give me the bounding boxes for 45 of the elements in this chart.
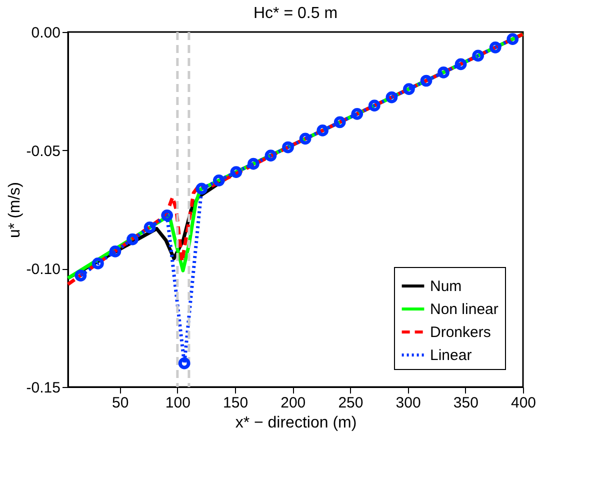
legend-label: Dronkers [430,324,491,341]
point [368,100,380,112]
point [161,209,173,222]
x-tick-label: 150 [223,394,248,412]
point [438,66,450,78]
y-tick-label: -0.05 [26,142,60,160]
point [420,74,432,87]
legend-label: Linear [430,347,472,364]
chart-title: Hc* = 0.5 m [253,5,338,22]
point [144,222,156,234]
point [282,141,294,154]
y-tick-label: 0.00 [31,24,60,42]
point [230,166,242,178]
point [489,41,502,54]
point [454,58,467,70]
point [109,245,122,258]
x-tick-label: 50 [112,394,129,412]
x-tick-label: 250 [338,394,364,412]
x-tick-label: 300 [396,394,421,412]
y-tick-label: -0.15 [26,380,60,396]
point [334,116,346,128]
point [264,150,277,162]
point [74,270,87,282]
point [472,50,484,62]
point [403,83,415,95]
x-tick-label: 200 [280,394,306,412]
legend-label: Num [430,278,462,295]
point [92,258,104,270]
x-tick-label: 100 [165,394,190,412]
point [299,132,312,145]
x-tick-label: 400 [510,394,536,412]
point [212,174,225,186]
y-axis-title: u* (m/s) [6,182,24,238]
legend-label: Non linear [430,301,498,318]
point [196,182,208,195]
x-tick-label: 350 [453,394,478,412]
y-tick-label: -0.10 [26,261,60,278]
point [386,91,398,104]
point [178,357,190,370]
x-axis-title: x* − direction (m) [235,414,357,432]
point [506,33,519,46]
point [351,108,364,120]
point [316,124,329,136]
point [248,158,260,170]
point [126,233,138,246]
